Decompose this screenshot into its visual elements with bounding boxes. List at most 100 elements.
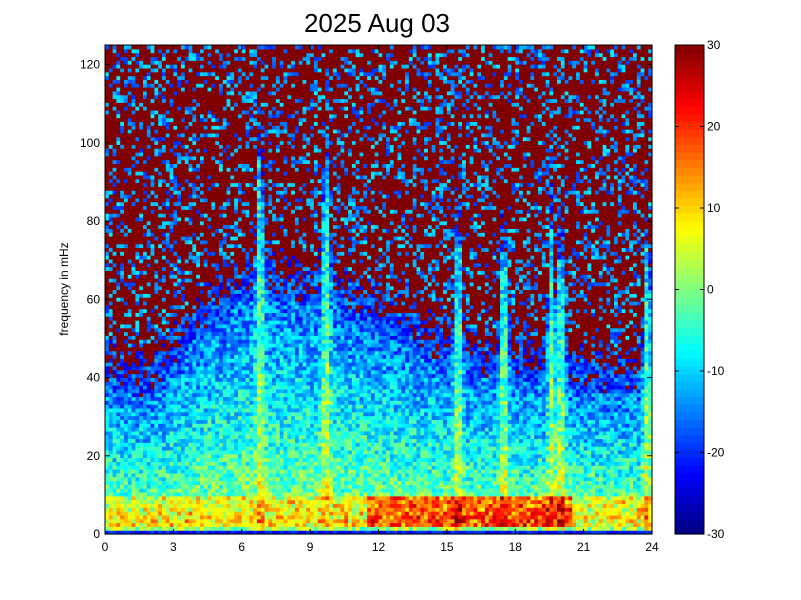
spectrogram-cell [165, 518, 171, 524]
spectrogram-cell [234, 472, 239, 478]
spectrogram-cell [169, 499, 174, 505]
spectrogram-cell [245, 442, 250, 447]
spectrogram-cell [108, 316, 114, 321]
spectrogram-cell [180, 488, 186, 493]
spectrogram-cell [127, 52, 133, 58]
spectrogram-cell [161, 64, 167, 69]
spectrogram-cell [241, 228, 247, 233]
spectrogram-cell [131, 446, 136, 451]
spectrogram-cell [203, 109, 209, 115]
spectrogram-cell [230, 469, 235, 474]
spectrogram-cell [230, 132, 235, 138]
spectrogram-cell [161, 465, 167, 470]
spectrogram-cell [135, 495, 140, 501]
spectrogram-cell [192, 136, 197, 142]
spectrogram-cell [142, 102, 148, 107]
spectrogram-cell [188, 67, 193, 73]
spectrogram-cell [127, 327, 133, 333]
spectrogram-cell [158, 190, 163, 195]
spectrogram-cell [222, 98, 228, 103]
spectrogram-cell [135, 335, 140, 340]
spectrogram-cell [196, 79, 201, 84]
spectrogram-cell [105, 396, 110, 401]
spectrogram-cell [158, 151, 163, 157]
spectrogram-cell [249, 98, 254, 103]
spectrogram-cell [120, 45, 125, 50]
spectrogram-cell [188, 385, 193, 390]
spectrogram-cell [173, 197, 178, 203]
spectrogram-cell [112, 140, 117, 145]
spectrogram-cell [184, 453, 190, 459]
spectrogram-cell [139, 488, 144, 493]
spectrogram-cell [180, 381, 186, 386]
spectrogram-cell [184, 255, 190, 260]
spectrogram-cell [196, 106, 201, 111]
spectrogram-cell [218, 312, 224, 317]
spectrogram-cell [146, 472, 152, 478]
spectrogram-cell [192, 148, 197, 153]
spectrogram-cell [135, 171, 140, 176]
spectrogram-cell [165, 106, 171, 111]
spectrogram-cell [150, 400, 155, 405]
spectrogram-cell [105, 430, 110, 436]
spectrogram-cell [222, 129, 228, 134]
spectrogram-cell [241, 94, 247, 100]
spectrogram-cell [139, 182, 144, 187]
spectrogram-cell [180, 117, 186, 123]
spectrogram-cell [177, 182, 182, 187]
spectrogram-cell [234, 442, 239, 447]
spectrogram-cell [215, 388, 220, 394]
spectrogram-cell [192, 281, 197, 287]
spectrogram-cell [234, 335, 239, 340]
spectrogram-cell [196, 190, 201, 195]
spectrogram-cell [116, 308, 121, 314]
spectrogram-cell [127, 109, 133, 115]
spectrogram-cell [142, 255, 148, 260]
spectrogram-cell [135, 205, 140, 210]
spectrogram-cell [161, 67, 167, 73]
spectrogram-cell [245, 106, 250, 111]
spectrogram-cell [139, 113, 144, 119]
spectrogram-cell [150, 369, 155, 375]
spectrogram-cell [112, 270, 117, 275]
spectrogram-cell [199, 495, 205, 501]
spectrogram-cell [139, 373, 144, 378]
spectrogram-cell [105, 392, 110, 398]
spectrogram-cell [180, 224, 186, 229]
spectrogram-cell [192, 232, 197, 237]
spectrogram-cell [127, 197, 133, 203]
spectrogram-cell [184, 48, 190, 54]
spectrogram-cell [241, 266, 247, 271]
spectrogram-cell [127, 121, 133, 126]
spectrogram-cell [188, 453, 193, 459]
spectrogram-cell [108, 140, 114, 145]
spectrogram-cell [127, 453, 133, 459]
spectrogram-cell [230, 228, 235, 233]
spectrogram-cell [139, 300, 144, 306]
spectrogram-cell [112, 373, 117, 378]
spectrogram-cell [215, 167, 220, 172]
spectrogram-cell [108, 262, 114, 268]
spectrogram-cell [192, 438, 197, 443]
spectrogram-cell [131, 300, 136, 306]
spectrogram-cell [196, 530, 201, 535]
spectrogram-cell [249, 331, 254, 336]
spectrogram-cell [196, 507, 201, 512]
spectrogram-cell [165, 67, 171, 73]
spectrogram-cell [199, 132, 205, 138]
spectrogram-cell [207, 102, 212, 107]
spectrogram-cell [116, 48, 121, 54]
spectrogram-cell [150, 285, 155, 291]
spectrogram-cell [180, 480, 186, 485]
spectrogram-cell [165, 117, 171, 123]
spectrogram-cell [105, 308, 110, 314]
spectrogram-cell [120, 396, 125, 401]
spectrogram-cell [158, 213, 163, 218]
spectrogram-cell [146, 136, 152, 142]
spectrogram-cell [180, 491, 186, 497]
spectrogram-cell [234, 526, 239, 531]
spectrogram-cell [180, 94, 186, 100]
spectrogram-cell [196, 350, 201, 356]
spectrogram-cell [222, 71, 228, 77]
spectrogram-cell [203, 396, 209, 401]
